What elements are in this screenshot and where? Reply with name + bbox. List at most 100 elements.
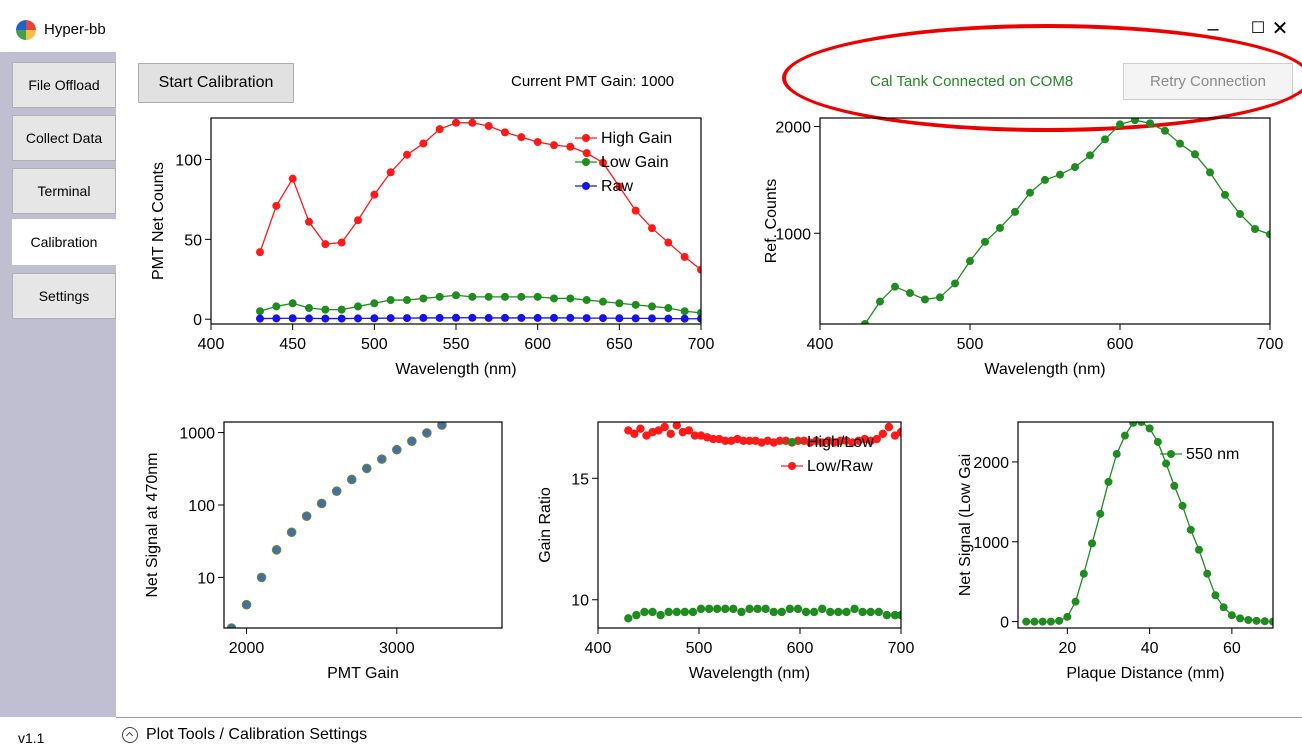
data-point-0-1-11 [435,292,444,301]
tab-settings[interactable]: Settings [12,273,116,319]
data-point-0-2-5 [337,314,346,323]
tab-calibration[interactable]: Calibration [12,219,116,265]
data-point-0-1-27 [697,308,701,317]
close-button[interactable]: ✕ [1271,18,1289,40]
data-point-1-0-27 [1266,230,1270,239]
x-tick-label-1-1: 500 [957,336,984,353]
data-point-0-1-25 [664,304,673,313]
retry-connection-button[interactable]: Retry Connection [1123,63,1293,100]
data-point-0-0-24 [648,224,656,233]
tab-file-offload[interactable]: File Offload [12,62,116,108]
data-point-3-0-32 [882,610,892,620]
data-point-4-0-20 [1186,525,1195,534]
data-point-4-0-7 [1079,569,1088,578]
data-point-0-0-27 [697,265,701,274]
minimize-button[interactable]: – [1207,18,1219,40]
data-point-1-0-20 [1161,126,1169,135]
data-point-0-0-10 [419,139,428,148]
data-point-3-0-15 [745,604,754,614]
data-point-4-0-24 [1219,603,1228,612]
x-tick-label-0-6: 700 [688,336,715,353]
legend-label-4-0: 550 nm [1186,446,1239,463]
data-point-0-2-16 [517,313,526,322]
data-point-0-0-6 [354,216,362,225]
data-point-3-0-5 [664,607,673,617]
data-point-1-0-11 [1026,188,1034,197]
data-point-1-0-7 [966,257,974,266]
data-point-2-0-4 [286,527,297,538]
data-point-0-2-17 [533,313,542,322]
data-point-0-1-8 [386,296,395,305]
data-point-0-2-6 [354,314,362,323]
data-point-0-2-3 [305,314,313,323]
legend-label-0-0: High Gain [601,130,672,147]
window-title: Hyper-bb [44,21,106,38]
plot-frame-1 [819,117,1271,325]
data-point-0-1-1 [272,302,281,311]
data-point-4-0-2 [1038,617,1047,626]
data-point-1-0-25 [1236,210,1244,219]
data-point-3-1-19 [739,436,748,445]
plot-area-4 [1022,422,1273,626]
data-point-0-2-14 [484,313,493,322]
x-tick-label-3-0: 400 [585,640,612,657]
data-point-0-0-16 [517,133,526,142]
data-point-0-1-26 [680,307,689,316]
y-tick-label-2-1: 100 [188,498,215,515]
plot-tools-expander[interactable]: Plot Tools / Calibration Settings [116,717,1302,753]
data-point-3-0-10 [704,604,714,614]
data-point-3-0-25 [826,607,835,617]
data-point-4-0-14 [1137,422,1146,426]
x-tick-label-3-3: 700 [888,640,915,657]
data-point-0-1-14 [484,292,493,301]
data-point-1-0-0 [861,320,869,324]
data-point-3-0-12 [721,604,730,614]
data-point-0-0-22 [615,182,624,191]
x-axis-label-4: Plaque Distance (mm) [1066,665,1224,682]
data-point-0-0-13 [468,118,477,127]
data-point-4-0-25 [1227,611,1236,620]
data-point-3-0-28 [850,604,859,614]
data-point-4-0-21 [1194,545,1203,554]
legend-marker-0-2 [582,182,590,190]
data-point-0-0-1 [272,201,281,210]
x-tick-label-3-2: 600 [787,640,814,657]
data-point-3-0-18 [769,607,778,617]
data-point-0-2-26 [680,314,689,323]
data-point-2-0-16 [468,407,476,415]
data-point-3-0-14 [737,607,746,617]
plot-frame-2 [223,421,503,629]
data-point-0-2-20 [582,314,591,323]
data-point-3-1-42 [878,429,888,439]
data-point-0-1-7 [370,299,379,308]
plot-frame-4 [1017,421,1274,629]
start-calibration-button[interactable]: Start Calibration [138,63,294,103]
data-point-2-0-15 [455,422,459,423]
data-point-1-0-10 [1011,207,1019,216]
data-point-4-0-15 [1145,424,1154,433]
data-point-0-0-26 [680,252,689,261]
data-point-3-1-20 [745,436,754,445]
version-label: v1.1 [18,730,45,746]
data-point-0-0-18 [550,141,558,150]
y-tick-label-0-0: 0 [193,312,202,329]
legend-label-0-1: Low Gain [601,154,669,171]
x-tick-label-0-5: 650 [606,336,633,353]
data-point-4-0-27 [1244,616,1253,625]
app-logo-icon [16,20,36,40]
tab-collect-data[interactable]: Collect Data [12,115,116,161]
data-point-0-2-0 [256,314,264,323]
data-point-3-0-30 [866,607,875,617]
data-point-3-1-11 [690,431,700,440]
data-point-4-0-17 [1162,459,1171,468]
data-point-4-0-22 [1203,569,1212,578]
data-point-1-0-1 [876,297,884,306]
data-point-2-0-13 [422,428,432,438]
legend-marker-4-0 [1167,450,1175,458]
data-point-0-1-6 [354,302,362,311]
tab-terminal[interactable]: Terminal [12,168,116,214]
data-point-4-0-4 [1055,616,1064,625]
data-point-3-0-1 [632,610,641,620]
data-point-1-0-12 [1041,175,1049,184]
data-point-1-0-26 [1251,225,1259,234]
